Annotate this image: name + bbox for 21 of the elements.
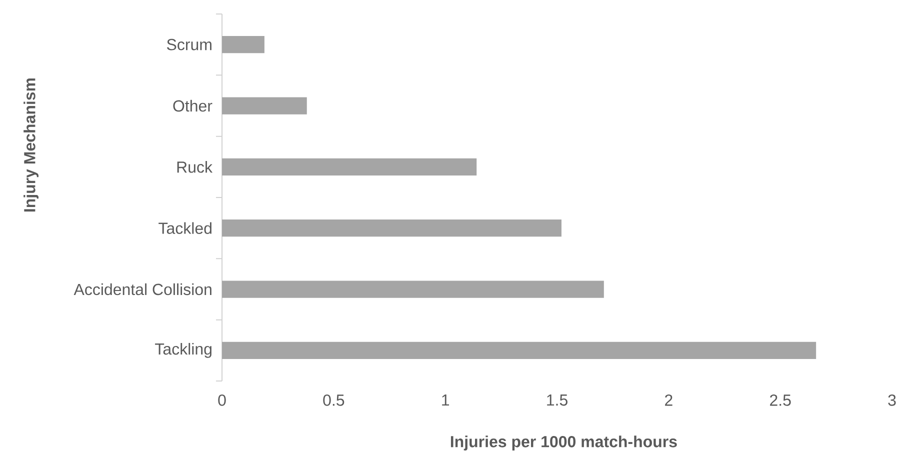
y-tick-label: Tackling: [155, 342, 212, 358]
x-tick-label: 3: [888, 394, 896, 406]
bar: [222, 280, 604, 298]
x-tick-label: 2: [665, 394, 672, 406]
x-tick-label: 1: [442, 394, 450, 406]
bar: [222, 220, 562, 237]
x-tick-label: 0.5: [323, 394, 344, 406]
x-axis-title: Injuries per 1000 match-hours: [450, 436, 677, 450]
x-tick-label: 2.5: [770, 394, 791, 406]
y-tick-label: Scrum: [166, 38, 212, 50]
x-tick-label: 1.5: [547, 394, 568, 406]
bar: [222, 158, 477, 176]
y-tick-label: Other: [173, 100, 212, 112]
y-tick-label: Ruck: [177, 161, 213, 173]
y-axis-title: Injury Mechanism: [24, 78, 39, 212]
y-tick-label: Tackled: [158, 222, 212, 234]
y-tick-label: Accidental Collision: [74, 283, 212, 296]
bar: [222, 36, 264, 54]
bar: [222, 342, 816, 359]
x-tick-label: 0: [218, 394, 226, 406]
bar: [222, 97, 307, 114]
